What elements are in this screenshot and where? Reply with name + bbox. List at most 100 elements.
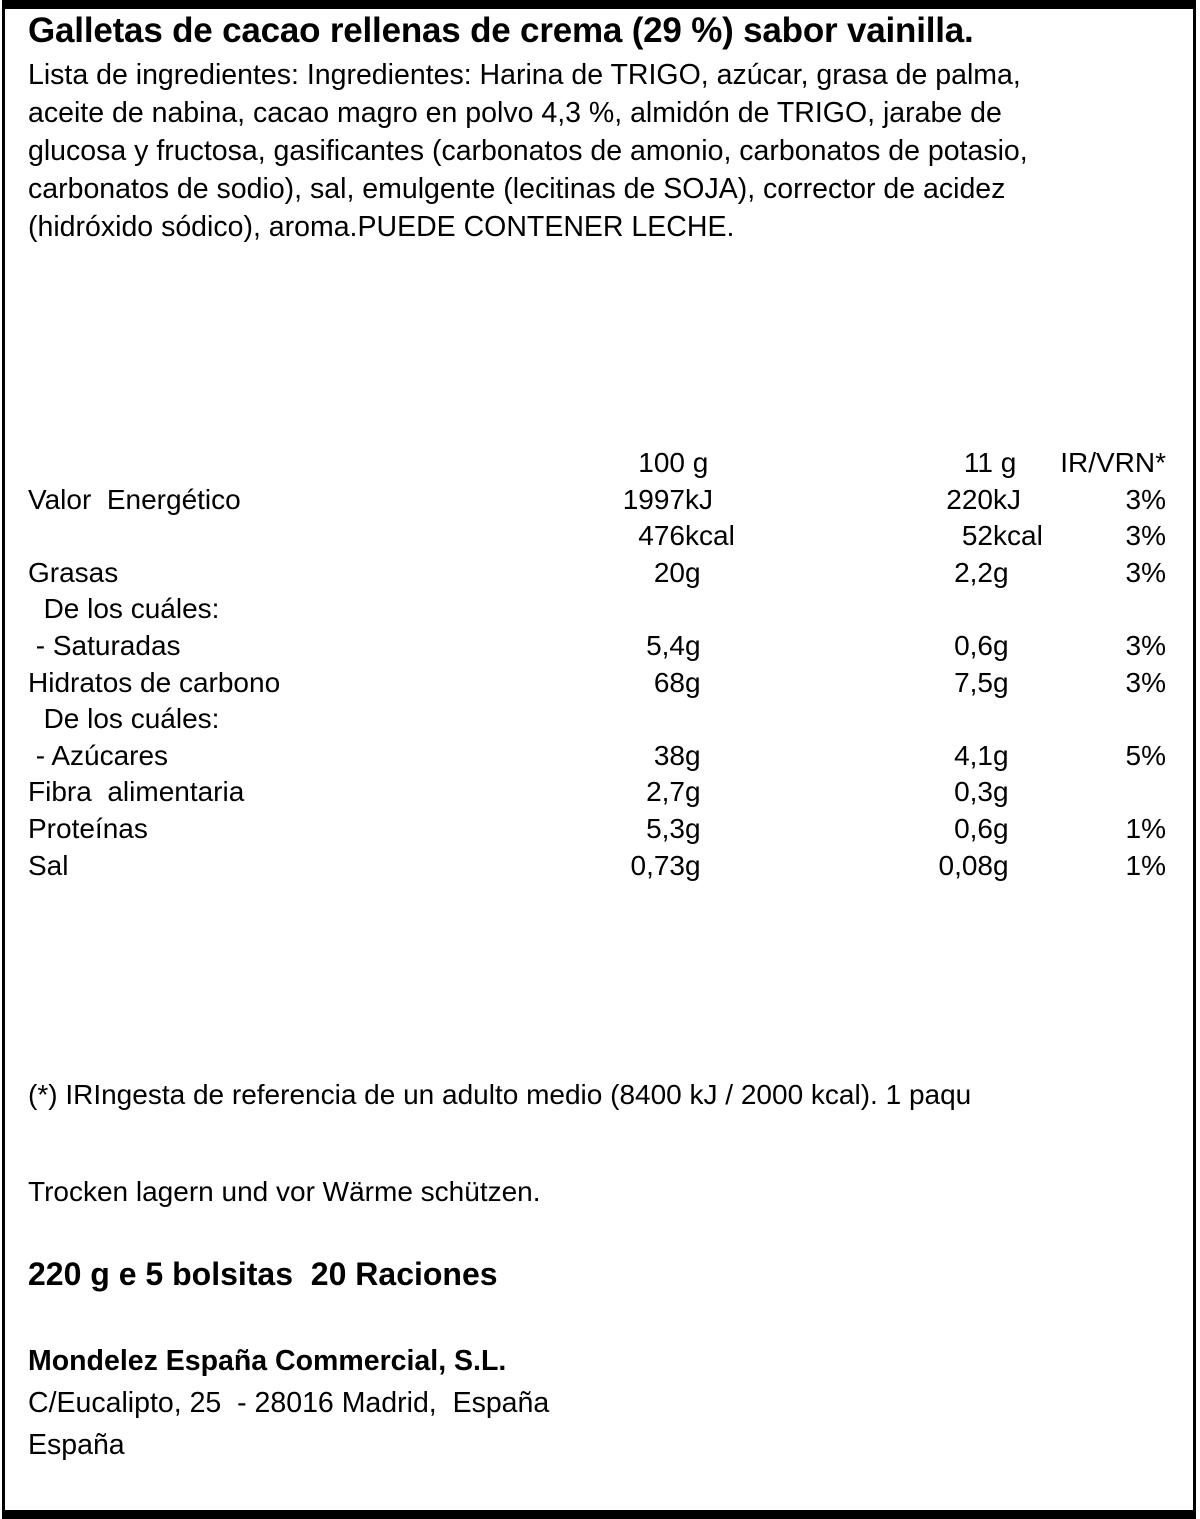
per100-value [458, 701, 685, 738]
per100-header-unit: g [685, 447, 709, 478]
ingredients-line: (hidróxido sódico), aroma.PUEDE CONTENER… [28, 211, 735, 243]
nutrient-name [28, 445, 458, 482]
per100-unit: kcal [685, 520, 735, 552]
irvrn-value: 3% [1125, 520, 1166, 552]
manufacturer-name: Mondelez España Commercial, S.L. [28, 1345, 507, 1377]
nutrient-name: - Saturadas [28, 629, 181, 661]
per100-unit: g [685, 776, 701, 808]
per11-unit: g [993, 776, 1009, 808]
nutrition-row-salt: Sal 0,73 g 0,08 g 1% [28, 848, 1168, 885]
nutrient-name: Valor Energético [28, 483, 241, 515]
irvrn-value: 3% [1125, 556, 1166, 588]
manufacturer-block: Mondelez España Commercial, S.L. C/Eucal… [28, 1340, 1178, 1466]
irvrn-value: 3% [1125, 483, 1166, 515]
reference-intake-footnote: (*) IRIngesta de referencia de un adulto… [28, 1079, 972, 1110]
manufacturer-country: España [28, 1429, 125, 1461]
irvrn-value: 1% [1125, 849, 1166, 881]
per100-value: 5,3 [646, 812, 685, 844]
per11-unit: g [993, 629, 1009, 661]
per100-unit: g [685, 666, 701, 698]
per100-unit: g [685, 739, 701, 771]
per100-value: 476 [638, 520, 685, 552]
per100-unit [685, 701, 775, 738]
per100-header-value: 100 [638, 447, 685, 478]
per11-unit: kJ [993, 483, 1021, 515]
per100-value: 68 [653, 666, 685, 698]
nutrition-row-sugars: - Azúcares 38 g 4,1 g 5% [28, 738, 1168, 775]
per11-value: 220 [946, 483, 993, 515]
nutrient-name [28, 518, 458, 555]
irvrn-value [1053, 701, 1166, 738]
per100-unit: g [685, 849, 701, 881]
per100-value [458, 591, 685, 628]
nutrient-name: - Azúcares [28, 739, 169, 771]
per100-value: 1997 [622, 483, 685, 515]
nutrition-row-of-which: De los cuáles: [28, 591, 1168, 628]
per11-header-unit: g [993, 447, 1017, 478]
storage-instructions: Trocken lagern und vor Wärme schützen. [28, 1176, 541, 1207]
per100-unit: g [685, 556, 701, 588]
per11-value [775, 591, 993, 628]
nutrition-table: 100 g 11 g IR/VRN* Valor Energético 1997… [28, 445, 1168, 884]
per100-value: 20 [653, 556, 685, 588]
per11-header-value: 11 [963, 447, 993, 478]
irvrn-header: IR/VRN* [1060, 447, 1166, 478]
per11-unit [993, 701, 1053, 738]
per11-value: 4,1 [954, 739, 993, 771]
ingredients-line: carbonatos de sodio), sal, emulgente (le… [28, 173, 1006, 205]
per100-value: 5,4 [646, 629, 685, 661]
nutrition-row-energy-kj: Valor Energético 1997 kJ 220 kJ 3% [28, 482, 1168, 519]
ingredients-paragraph: Lista de ingredientes: Ingredientes: Har… [28, 56, 1178, 246]
per100-value: 38 [653, 739, 685, 771]
per100-value: 0,73 [630, 849, 686, 881]
per11-value: 2,2 [954, 556, 993, 588]
nutrient-name: De los cuáles: [28, 593, 220, 625]
irvrn-value: 5% [1125, 739, 1166, 771]
per100-value: 2,7 [646, 776, 685, 808]
product-title: Galletas de cacao rellenas de crema (29 … [28, 11, 974, 50]
ingredients-line: glucosa y fructosa, gasificantes (carbon… [28, 135, 1028, 167]
ingredients-line: aceite de nabina, cacao magro en polvo 4… [28, 97, 1002, 129]
nutrient-name: Hidratos de carbono [28, 666, 281, 698]
nutrient-name: Proteínas [28, 812, 148, 844]
irvrn-value: 3% [1125, 629, 1166, 661]
nutrition-row-carbohydrate: Hidratos de carbono 68 g 7,5 g 3% [28, 665, 1168, 702]
nutrition-row-energy-kcal: 476 kcal 52 kcal 3% [28, 518, 1168, 555]
per11-value: 0,08 [938, 849, 994, 881]
per11-value: 0,3 [954, 776, 993, 808]
per11-value [775, 701, 993, 738]
per11-unit: g [993, 739, 1009, 771]
irvrn-value: 3% [1125, 666, 1166, 698]
per11-value: 0,6 [954, 629, 993, 661]
per11-unit: g [993, 666, 1009, 698]
nutrient-name: Fibra alimentaria [28, 776, 245, 808]
nutrition-row-fat: Grasas 20 g 2,2 g 3% [28, 555, 1168, 592]
per11-unit [993, 591, 1053, 628]
per11-unit: g [993, 849, 1009, 881]
per11-value: 7,5 [954, 666, 993, 698]
irvrn-value [1053, 591, 1166, 628]
nutrition-row-saturates: - Saturadas 5,4 g 0,6 g 3% [28, 628, 1168, 665]
nutrient-name: Sal [28, 849, 69, 881]
nutrient-name: De los cuáles: [28, 703, 220, 735]
per11-value: 0,6 [954, 812, 993, 844]
nutrition-row-fibre: Fibra alimentaria 2,7 g 0,3 g [28, 774, 1168, 811]
per100-unit: g [685, 629, 701, 661]
nutrition-row-protein: Proteínas 5,3 g 0,6 g 1% [28, 811, 1168, 848]
nutrition-row-of-which: De los cuáles: [28, 701, 1168, 738]
per100-unit [685, 591, 775, 628]
nutrient-name: Grasas [28, 556, 119, 588]
irvrn-value: 1% [1125, 812, 1166, 844]
per11-unit: g [993, 556, 1009, 588]
ingredients-line: Lista de ingredientes: Ingredientes: Har… [28, 59, 1021, 91]
net-weight-servings: 220 g e 5 bolsitas 20 Raciones [28, 1256, 498, 1292]
manufacturer-address: C/Eucalipto, 25 - 28016 Madrid, España [28, 1387, 550, 1419]
per100-unit: g [685, 812, 701, 844]
per100-unit: kJ [685, 483, 713, 515]
irvrn-value [1053, 774, 1166, 811]
per11-unit: g [993, 812, 1009, 844]
per11-unit: kcal [993, 520, 1043, 552]
per11-value: 52 [961, 520, 993, 552]
